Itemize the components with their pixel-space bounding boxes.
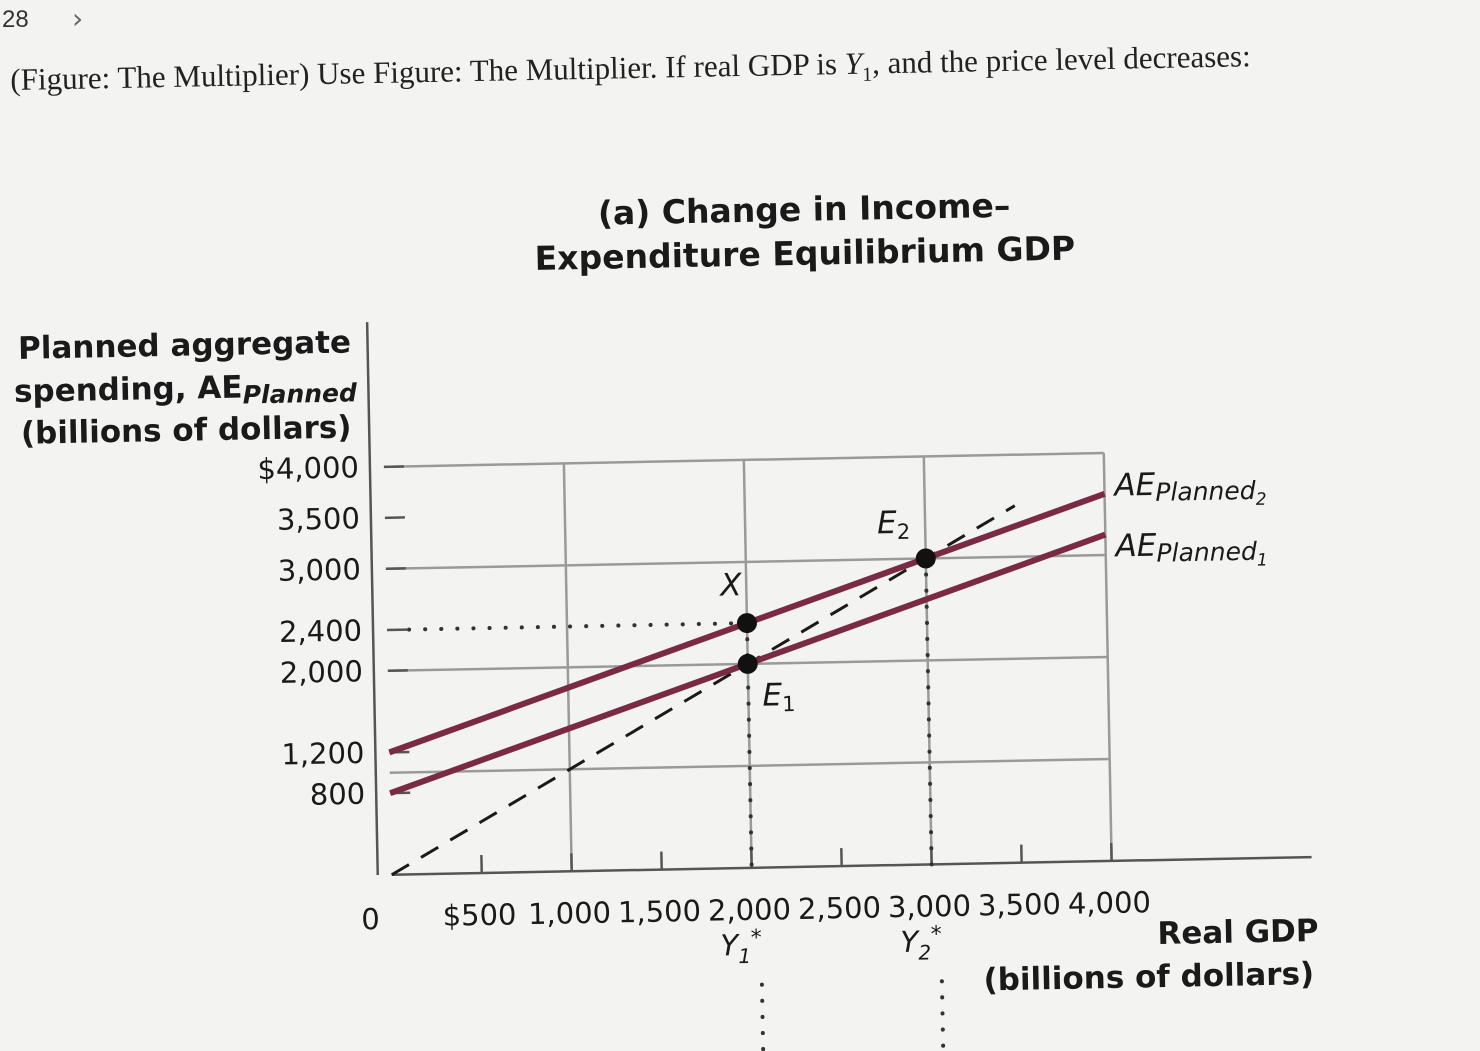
y-tick-label: 3,000 <box>278 552 362 588</box>
equilibrium-gdp-label: Y1* <box>720 926 762 969</box>
ae-planned-label-2: AEPlanned2 <box>1112 465 1267 513</box>
question-nav-bar: 28 › <box>0 0 1480 40</box>
point-x <box>736 613 757 634</box>
x-axis-label-line: (billions of dollars) <box>983 956 1314 998</box>
x-tick-label: 1,500 <box>618 894 702 930</box>
grid-line-horizontal <box>383 451 1104 469</box>
grid-line-horizontal <box>385 553 1106 571</box>
y-tick-label: 3,500 <box>277 501 361 537</box>
y-tick-label: 2,400 <box>279 613 363 649</box>
chart-title-line: Expenditure Equilibrium GDP <box>534 229 1075 278</box>
y-tick-label: 800 <box>310 777 366 812</box>
grid-line-horizontal <box>389 757 1110 775</box>
reference-45-degree-line <box>390 504 1016 877</box>
y-axis-line <box>365 322 379 876</box>
point-label: E1 <box>762 677 796 717</box>
y-axis-label-line: spending, AEPlanned <box>14 367 359 414</box>
x-tick-label: 2,000 <box>708 892 792 928</box>
dotted-guide-continuation <box>939 979 946 1051</box>
point-label: E2 <box>877 505 911 545</box>
origin-label: 0 <box>361 902 380 936</box>
y-axis-label-line: Planned aggregate <box>18 324 352 366</box>
y-tick-label: $4,000 <box>257 450 359 486</box>
x-axis-line <box>391 855 1312 877</box>
point-e1 <box>737 653 758 674</box>
chart-group: (a) Change in Income–Expenditure Equilib… <box>14 186 1319 1051</box>
dotted-guide-continuation <box>759 982 766 1051</box>
x-tick-label: 3,000 <box>888 889 972 925</box>
point-e2 <box>915 548 936 569</box>
x-tick-label: 4,000 <box>1068 885 1152 921</box>
chart-title-line: (a) Change in Income– <box>597 186 1010 233</box>
ae-planned-label-1: AEPlanned1 <box>1113 525 1268 573</box>
question-number: 28 <box>2 6 29 33</box>
x-axis-label-line: Real GDP <box>1157 913 1319 952</box>
equilibrium-gdp-label: Y2* <box>900 922 942 965</box>
x-tick-label: 1,000 <box>528 896 612 932</box>
x-tick-label: $500 <box>442 897 516 932</box>
y-axis-label-line: (billions of dollars) <box>21 409 352 451</box>
dotted-guide-line <box>407 621 749 632</box>
y-tick-label: 2,000 <box>279 654 363 690</box>
x-tick-label: 2,500 <box>798 890 882 926</box>
y-tick-label: 1,200 <box>281 736 365 772</box>
chevron-right-icon[interactable]: › <box>72 2 84 35</box>
x-tick-label: 3,500 <box>978 887 1062 923</box>
point-label: X <box>718 567 743 603</box>
